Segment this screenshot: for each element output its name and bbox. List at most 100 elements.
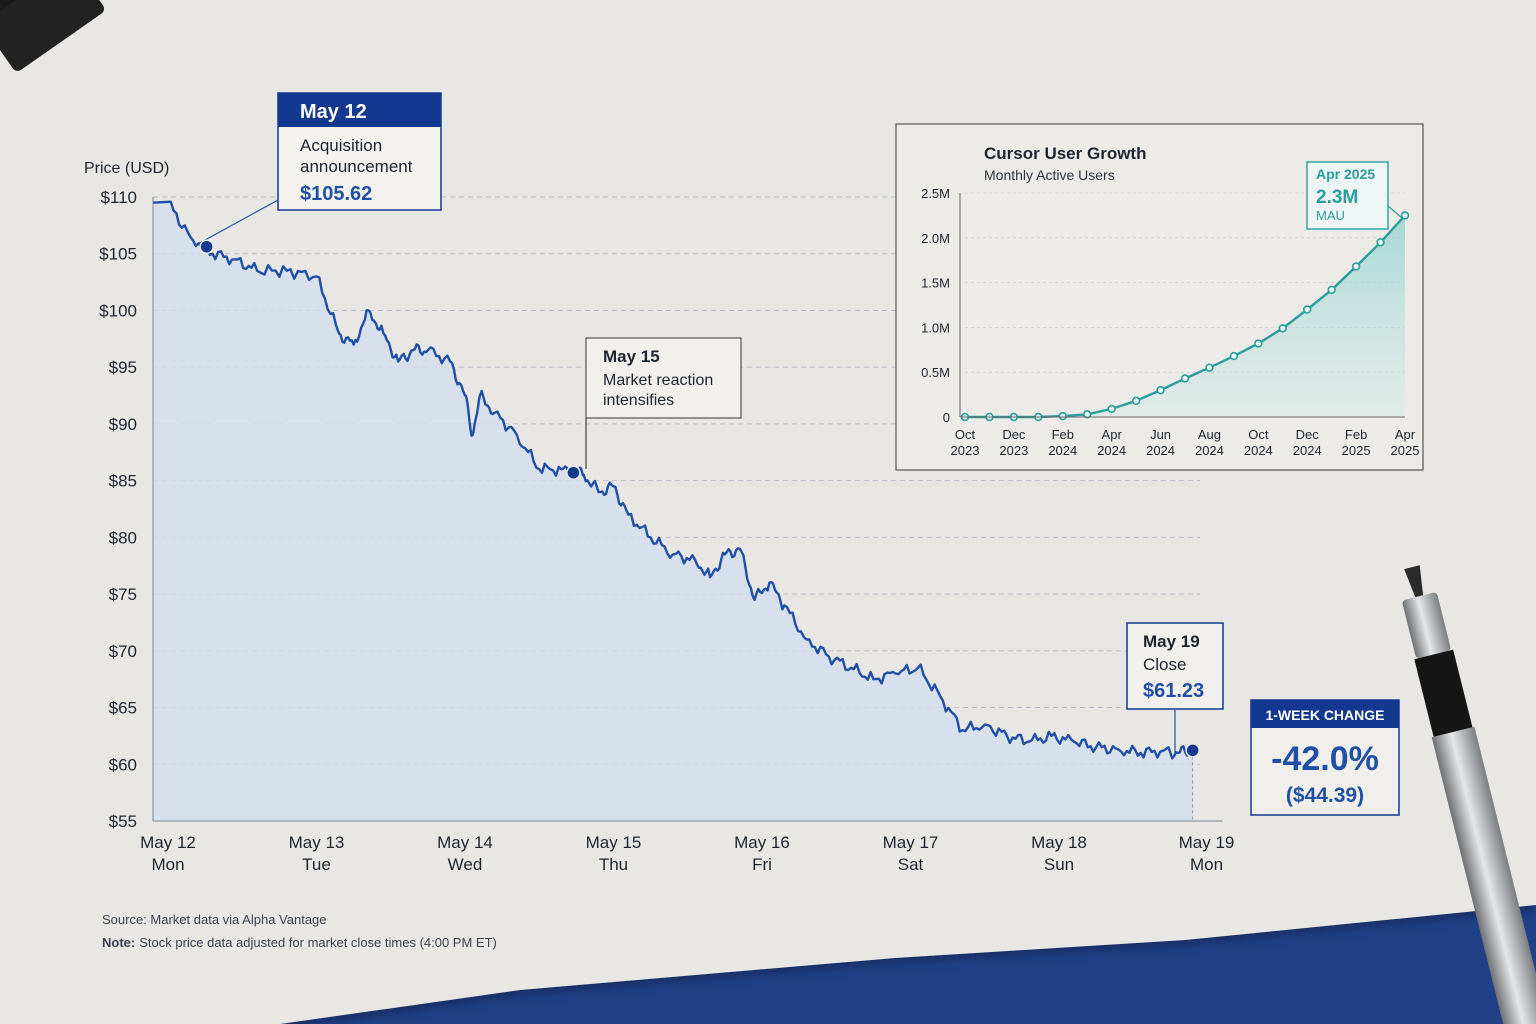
price-x-tick-weekday: Sun — [1044, 855, 1074, 874]
inset-data-point — [1327, 285, 1336, 294]
price-x-tick-date: May 17 — [883, 833, 939, 852]
mid-annotation-date: May 15 — [603, 347, 660, 366]
price-x-tick-date: May 14 — [437, 833, 493, 852]
inset-data-point — [1278, 324, 1287, 333]
inset-x-tick-year: 2024 — [1146, 443, 1175, 458]
inset-x-tick-year: 2024 — [1048, 443, 1077, 458]
inset-data-point — [1083, 410, 1092, 419]
week-change-amount: ($44.39) — [1286, 784, 1364, 807]
inset-x-tick-year: 2024 — [1097, 443, 1126, 458]
pen — [1402, 565, 1536, 1024]
price-marker-point — [199, 239, 214, 254]
inset-x-tick-month: Feb — [1345, 427, 1367, 442]
inset-x-tick-year: 2025 — [1342, 443, 1371, 458]
inset-x-tick-month: Apr — [1395, 427, 1416, 442]
end-annotation-date: May 19 — [1143, 632, 1200, 651]
inset-title: Cursor User Growth — [984, 144, 1146, 163]
price-y-tick-labels: $110 $105 $100 $95 $90 $85 $80 $75 $70 $65 $60 $55 — [99, 188, 137, 831]
price-y-tick-label: $110 — [100, 188, 137, 207]
inset-x-tick-month: Dec — [1296, 427, 1320, 442]
price-y-tick-label: $60 — [109, 755, 137, 774]
inset-y-tick-label: 0.5M — [921, 365, 950, 380]
inset-callout-unit: MAU — [1316, 208, 1345, 223]
inset-data-point — [1107, 404, 1116, 414]
price-line — [152, 200, 1194, 760]
price-area-fill — [153, 201, 1193, 821]
price-y-tick-label: $70 — [109, 642, 137, 661]
price-x-tick-weekday: Fri — [752, 855, 772, 874]
inset-data-point — [1205, 363, 1214, 372]
price-y-tick-label: $65 — [109, 699, 137, 718]
inset-x-tick-month: Jun — [1150, 427, 1171, 442]
inset-x-tick-month: Apr — [1102, 427, 1123, 442]
start-leader-line — [195, 199, 279, 246]
price-marker-point — [1185, 743, 1200, 758]
end-annotation-line1: Close — [1143, 655, 1186, 674]
price-y-tick-label: $100 — [99, 301, 137, 320]
inset-y-tick-label: 0 — [943, 410, 950, 425]
mid-annotation-line2: intensifies — [603, 392, 674, 409]
inset-area-fill — [965, 215, 1405, 417]
inset-x-tick-year: 2024 — [1293, 443, 1322, 458]
inset-y-tick-labels: 2.5M 2.0M 1.5M 1.0M 0.5M 0 — [921, 186, 950, 425]
price-markers — [199, 239, 1200, 758]
price-x-tick-labels: May 12 Mon May 13 Tue May 14 Wed May 15 Thu May … — [140, 833, 1234, 874]
footer-note-text: Stock price data adjusted for market clo… — [139, 935, 497, 950]
inset-data-point — [1058, 411, 1067, 421]
mid-annotation-line1: Market reaction — [603, 372, 713, 389]
start-annotation-value: $105.62 — [300, 183, 372, 205]
inset-data-point — [1303, 305, 1312, 314]
start-annotation: May 12 Acquisition announcement $105.62 — [277, 92, 442, 211]
inset-x-tick-year: 2023 — [951, 443, 980, 458]
inset-chart: Cursor User Growth Monthly Active Users … — [895, 123, 1424, 471]
start-annotation-line1: Acquisition — [300, 136, 382, 155]
inset-data-point — [1376, 238, 1385, 247]
inset-y-tick-label: 1.5M — [921, 276, 950, 291]
inset-callout-box — [1306, 161, 1389, 230]
start-annotation-date: May 12 — [300, 101, 367, 123]
price-y-tick-label: $90 — [109, 415, 137, 434]
end-annotation-value: $61.23 — [1143, 680, 1204, 702]
price-y-tick-label: $105 — [99, 245, 137, 264]
inset-data-point — [1156, 385, 1165, 395]
footer-note: Note: Stock price data adjusted for marke… — [102, 935, 497, 950]
price-x-tick-weekday: Thu — [599, 855, 628, 874]
price-x-tick-date: May 13 — [289, 833, 345, 852]
inset-x-tick-month: Oct — [955, 427, 976, 442]
inset-callout-value: 2.3M — [1316, 187, 1358, 208]
price-marker-point — [566, 465, 581, 480]
inset-data-point — [1180, 374, 1190, 383]
inset-y-tick-label: 1.0M — [921, 320, 950, 335]
inset-x-tick-year: 2024 — [1195, 443, 1224, 458]
binder-clip-body — [0, 0, 105, 71]
inset-y-tick-label: 2.0M — [921, 231, 950, 246]
price-x-tick-date: May 15 — [586, 833, 642, 852]
price-y-tick-label: $80 — [109, 528, 137, 547]
price-x-tick-date: May 16 — [734, 833, 790, 852]
inset-x-tick-month: Dec — [1002, 427, 1026, 442]
inset-y-tick-label: 2.5M — [921, 186, 950, 201]
inset-x-tick-labels: Oct2023Dec2023Feb2024Apr2024Jun2024Aug20… — [951, 427, 1420, 458]
start-annotation-line2: announcement — [300, 157, 413, 176]
price-y-tick-label: $95 — [109, 358, 137, 377]
inset-data-point — [1131, 396, 1141, 406]
price-x-tick-weekday: Tue — [302, 855, 331, 874]
inset-data-point — [1254, 339, 1263, 348]
inset-x-tick-month: Aug — [1198, 427, 1221, 442]
week-change-title: 1-WEEK CHANGE — [1265, 707, 1384, 723]
week-change-box: 1-WEEK CHANGE -42.0% ($44.39) — [1250, 699, 1400, 816]
inset-x-tick-month: Feb — [1052, 427, 1074, 442]
inset-data-point — [1400, 211, 1410, 220]
price-x-tick-weekday: Mon — [151, 855, 184, 874]
inset-data-point — [1351, 262, 1361, 271]
price-x-tick-weekday: Mon — [1190, 855, 1223, 874]
inset-x-tick-year: 2025 — [1391, 443, 1420, 458]
inset-subtitle: Monthly Active Users — [984, 167, 1115, 183]
inset-x-tick-year: 2024 — [1244, 443, 1273, 458]
inset-x-tick-year: 2023 — [999, 443, 1028, 458]
week-change-percent: -42.0% — [1271, 740, 1379, 778]
mid-annotation: May 15 Market reaction intensifies — [585, 337, 742, 419]
price-x-tick-date: May 19 — [1179, 833, 1235, 852]
